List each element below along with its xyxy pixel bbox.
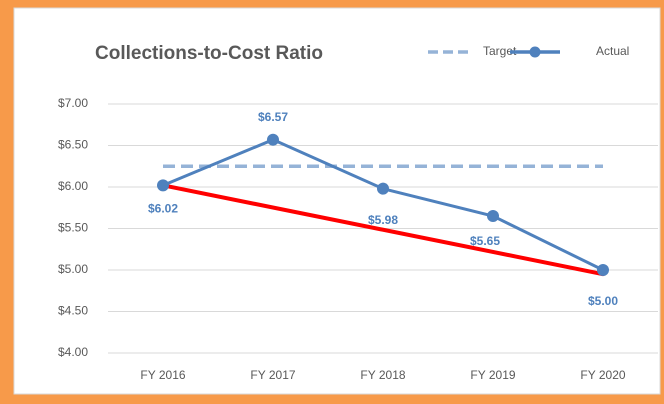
marker — [157, 179, 169, 192]
legend-label: Target — [483, 44, 517, 58]
x-tick-label: FY 2018 — [360, 368, 405, 382]
y-tick-label: $5.50 — [58, 221, 88, 235]
y-tick-label: $6.50 — [58, 138, 88, 152]
trend-line — [161, 183, 605, 277]
data-label: $6.57 — [258, 110, 288, 124]
x-tick-label: FY 2017 — [250, 368, 295, 382]
data-label: $6.02 — [148, 202, 178, 216]
marker — [597, 264, 609, 276]
data-label: $5.00 — [588, 294, 618, 308]
chart-title: Collections-to-Cost Ratio — [95, 43, 323, 64]
data-label: $5.65 — [470, 234, 500, 248]
y-tick-label: $4.00 — [58, 345, 88, 359]
chart-area — [13, 7, 661, 395]
y-tick-label: $6.00 — [58, 179, 88, 193]
x-tick-label: FY 2020 — [580, 368, 625, 382]
legend-label: Actual — [596, 44, 629, 58]
marker — [267, 133, 279, 146]
y-tick-label: $5.00 — [58, 262, 88, 276]
y-tick-label: $4.50 — [58, 304, 88, 318]
x-tick-label: FY 2019 — [470, 368, 515, 382]
marker — [377, 182, 389, 195]
y-tick-label: $7.00 — [58, 96, 88, 110]
data-label: $5.98 — [368, 213, 398, 227]
marker — [487, 210, 499, 223]
legend-marker — [529, 46, 541, 58]
x-tick-label: FY 2016 — [140, 368, 185, 382]
